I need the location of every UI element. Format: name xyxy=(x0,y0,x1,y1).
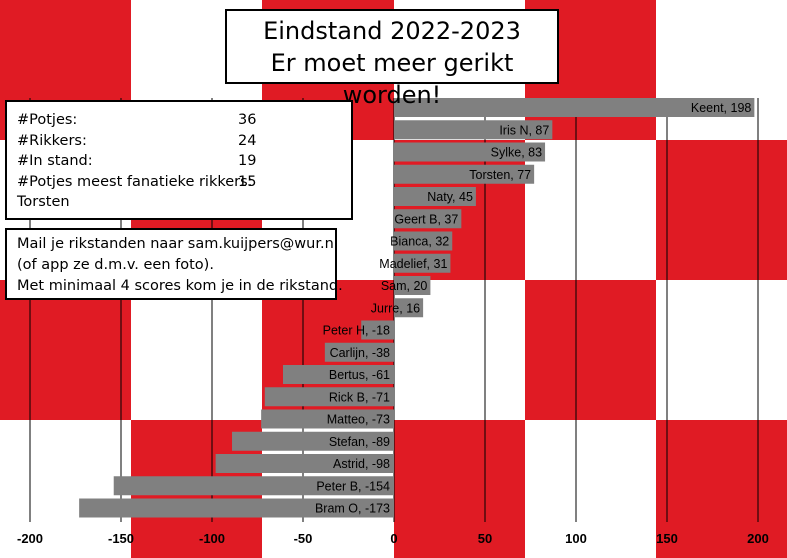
stat-row: #Potjes: 36 xyxy=(17,110,351,131)
data-label: Bertus, -61 xyxy=(329,368,390,382)
chart-title-box: Eindstand 2022-2023 Er moet meer gerikt … xyxy=(225,9,559,109)
data-label: Bianca, 32 xyxy=(390,235,449,249)
bar xyxy=(361,320,394,340)
data-label: Stefan, -89 xyxy=(329,435,390,449)
x-tick-label: 0 xyxy=(390,531,397,546)
checker-tile xyxy=(525,280,656,420)
mail-line: Met minimaal 4 scores kom je in de rikst… xyxy=(17,278,343,294)
x-tick-label: 100 xyxy=(565,531,587,546)
mail-instructions-box: Mail je rikstanden naar sam.kuijpers@wur… xyxy=(5,228,343,300)
x-tick-label: 50 xyxy=(478,531,492,546)
checker-tile xyxy=(656,280,787,420)
data-label: Geert B, 37 xyxy=(394,212,458,226)
stat-value: 19 xyxy=(238,153,257,169)
bar xyxy=(394,98,755,117)
data-label: Sylke, 83 xyxy=(491,146,542,160)
x-tick-label: -150 xyxy=(108,531,134,546)
x-tick-label: -100 xyxy=(199,531,225,546)
data-label: Rick B, -71 xyxy=(329,390,390,404)
data-label: Matteo, -73 xyxy=(327,413,390,427)
bar xyxy=(324,342,394,362)
bar xyxy=(394,298,424,318)
checker-tile xyxy=(656,420,787,558)
stat-row: #Rikkers: 24 xyxy=(17,131,351,152)
data-label: Astrid, -98 xyxy=(333,457,390,471)
x-tick-label: -200 xyxy=(17,531,43,546)
bar xyxy=(394,276,431,295)
stat-value: 24 xyxy=(238,132,257,149)
data-label: Jurre, 16 xyxy=(371,301,420,315)
checker-tile xyxy=(525,420,656,558)
x-tick-label: -50 xyxy=(294,531,313,546)
x-tick-label: 150 xyxy=(656,531,678,546)
mail-line: (of app ze d.m.v. een foto). xyxy=(17,257,214,273)
checker-tile xyxy=(394,420,525,558)
data-label: Bram O, -173 xyxy=(315,502,390,516)
bar xyxy=(394,164,535,184)
stats-box: #Potjes: 36 #Rikkers: 24 #In stand: 19 #… xyxy=(5,100,353,220)
data-label: Torsten, 77 xyxy=(469,168,531,182)
bar xyxy=(113,476,394,496)
stat-label: #Rikkers: xyxy=(17,132,87,149)
checker-tile xyxy=(525,140,656,280)
bar xyxy=(394,120,553,140)
stat-label: #Potjes meest fanatieke rikkers: xyxy=(17,173,253,190)
checker-tile xyxy=(0,280,131,420)
data-label: Madelief, 31 xyxy=(379,257,447,271)
data-label: Carlijn, -38 xyxy=(330,346,390,360)
data-label: Sam, 20 xyxy=(381,279,428,293)
stat-label: Torsten xyxy=(17,194,70,210)
data-label: Iris N, 87 xyxy=(499,123,549,137)
stat-row: #Potjes meest fanatieke rikkers: 15 xyxy=(17,172,351,193)
x-tick-label: 200 xyxy=(747,531,769,546)
chart-title: Eindstand 2022-2023 xyxy=(263,17,521,45)
data-label: Keent, 198 xyxy=(691,101,752,115)
chart-subtitle: Er moet meer gerikt worden! xyxy=(270,49,514,109)
checker-tile xyxy=(656,140,787,280)
data-label: Peter B, -154 xyxy=(316,479,390,493)
bar xyxy=(232,431,394,451)
bar xyxy=(394,142,546,162)
bar xyxy=(394,253,451,273)
data-label: Naty, 45 xyxy=(427,190,473,204)
stat-row: Torsten xyxy=(17,192,351,213)
stat-value: 15 xyxy=(238,173,257,190)
mail-line: Mail je rikstanden naar sam.kuijpers@wur… xyxy=(17,236,338,252)
bar xyxy=(394,231,453,251)
bar xyxy=(282,365,394,384)
stat-label: #Potjes: xyxy=(17,112,78,128)
bar xyxy=(215,454,394,473)
data-label: Peter H, -18 xyxy=(323,324,390,338)
bar xyxy=(394,209,462,229)
bar xyxy=(79,498,394,518)
checker-tile xyxy=(0,420,131,558)
stat-row: #In stand: 19 xyxy=(17,151,351,172)
checker-tile xyxy=(131,280,262,420)
bar xyxy=(261,409,394,429)
bar xyxy=(264,387,394,407)
stat-label: #In stand: xyxy=(17,153,93,169)
stat-value: 36 xyxy=(238,112,257,128)
bar xyxy=(394,187,476,206)
